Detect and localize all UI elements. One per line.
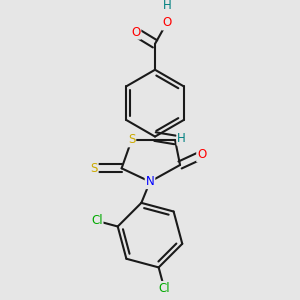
- Text: S: S: [90, 162, 98, 175]
- Text: N: N: [146, 175, 154, 188]
- Text: H: H: [163, 0, 172, 12]
- Text: O: O: [131, 26, 140, 39]
- Text: O: O: [197, 148, 206, 161]
- Text: H: H: [177, 132, 186, 145]
- Text: Cl: Cl: [91, 214, 103, 227]
- Text: Cl: Cl: [158, 282, 170, 295]
- Text: O: O: [162, 16, 171, 29]
- Text: S: S: [128, 134, 135, 146]
